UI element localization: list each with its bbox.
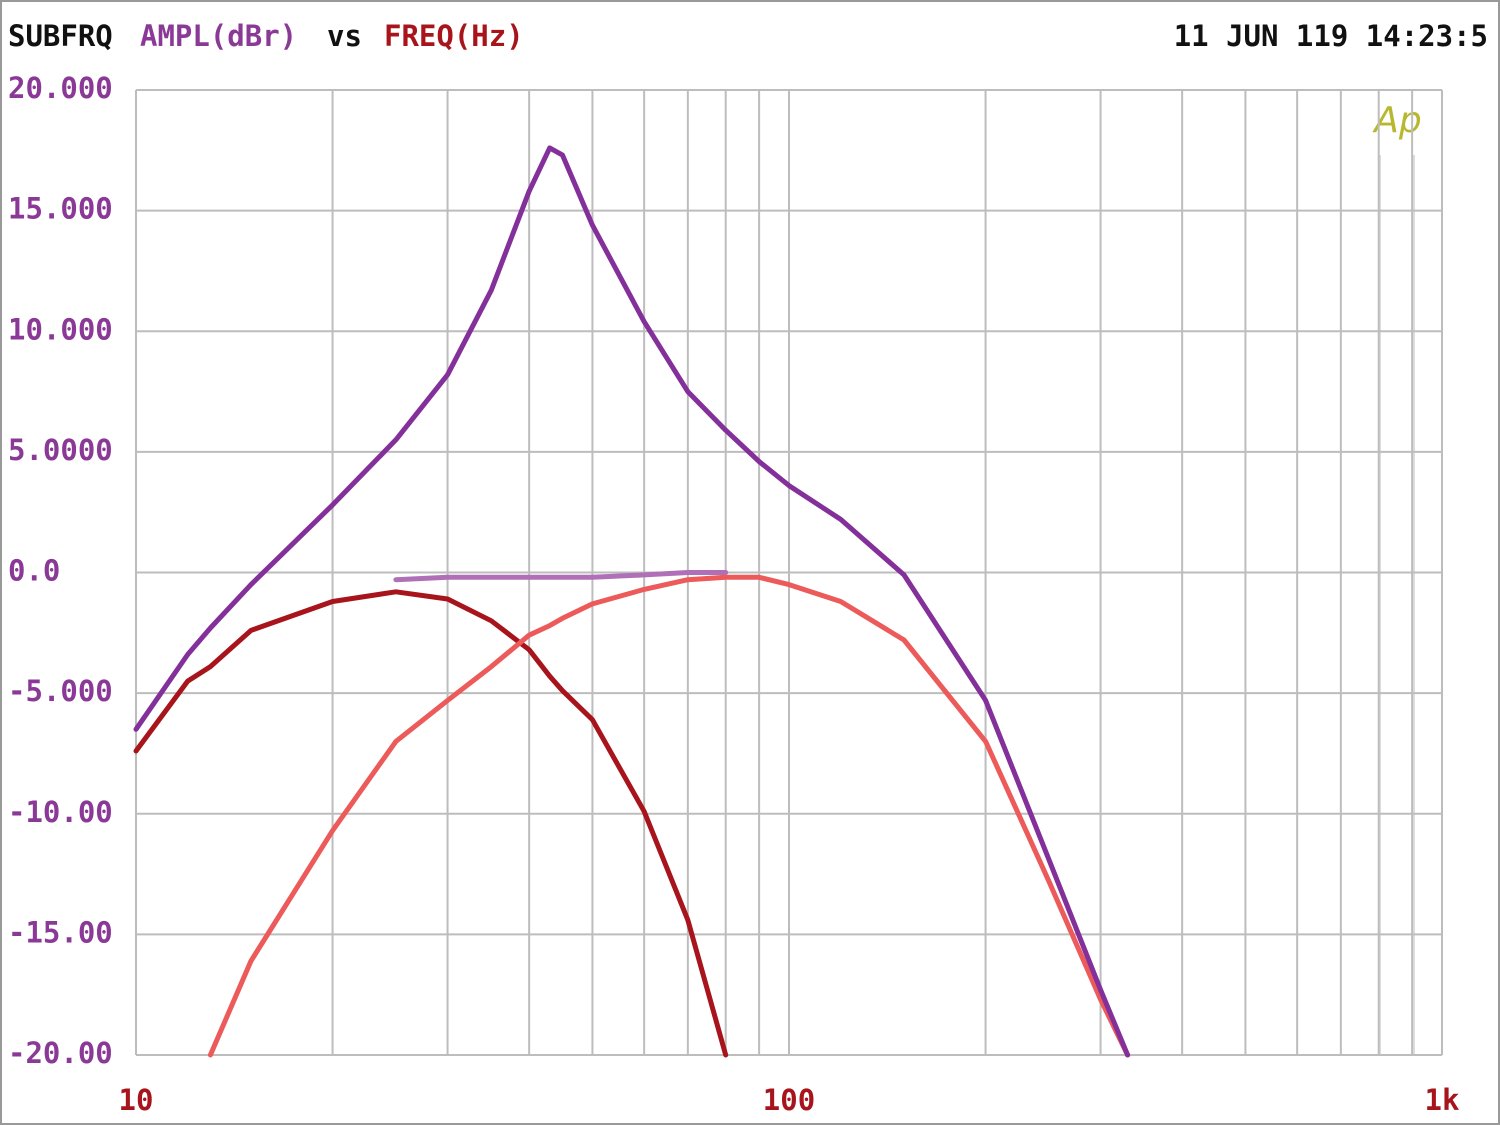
y-tick-label: 10.000 bbox=[8, 312, 113, 346]
y-tick-label: -15.00 bbox=[8, 915, 113, 949]
y-tick-label: -10.00 bbox=[8, 795, 113, 829]
timestamp: 11 JUN 119 14:23:5 bbox=[1174, 19, 1488, 53]
y-tick-label: -20.00 bbox=[8, 1036, 113, 1070]
series-line bbox=[393, 570, 729, 583]
grid bbox=[135, 89, 1443, 1056]
x-tick-label: 1k bbox=[1425, 1083, 1460, 1117]
y-tick-label: -5.000 bbox=[8, 674, 113, 708]
x-tick-label: 10 bbox=[119, 1083, 154, 1117]
series-line bbox=[133, 589, 729, 1058]
series-line bbox=[207, 574, 1131, 1058]
x-tick-label: 100 bbox=[763, 1083, 815, 1117]
y-tick-label: 0.0 bbox=[8, 554, 60, 588]
chart-title: SUBFRQ bbox=[8, 19, 113, 53]
title-vs: vs bbox=[327, 19, 362, 53]
x-axis-label: FREQ(Hz) bbox=[384, 19, 524, 53]
logo: Ap bbox=[1372, 100, 1421, 141]
y-tick-label: 5.0000 bbox=[8, 433, 113, 467]
y-tick-label: 20.000 bbox=[8, 71, 113, 105]
tick-labels: 20.000 15.000 10.000 5.0000 0.0 -5.000 -10.00 -… bbox=[8, 71, 1459, 1117]
y-axis-label: AMPL(dBr) bbox=[140, 19, 297, 53]
plot bbox=[133, 145, 1131, 1058]
series-line bbox=[133, 145, 1131, 1058]
y-tick-label: 15.000 bbox=[8, 192, 113, 226]
